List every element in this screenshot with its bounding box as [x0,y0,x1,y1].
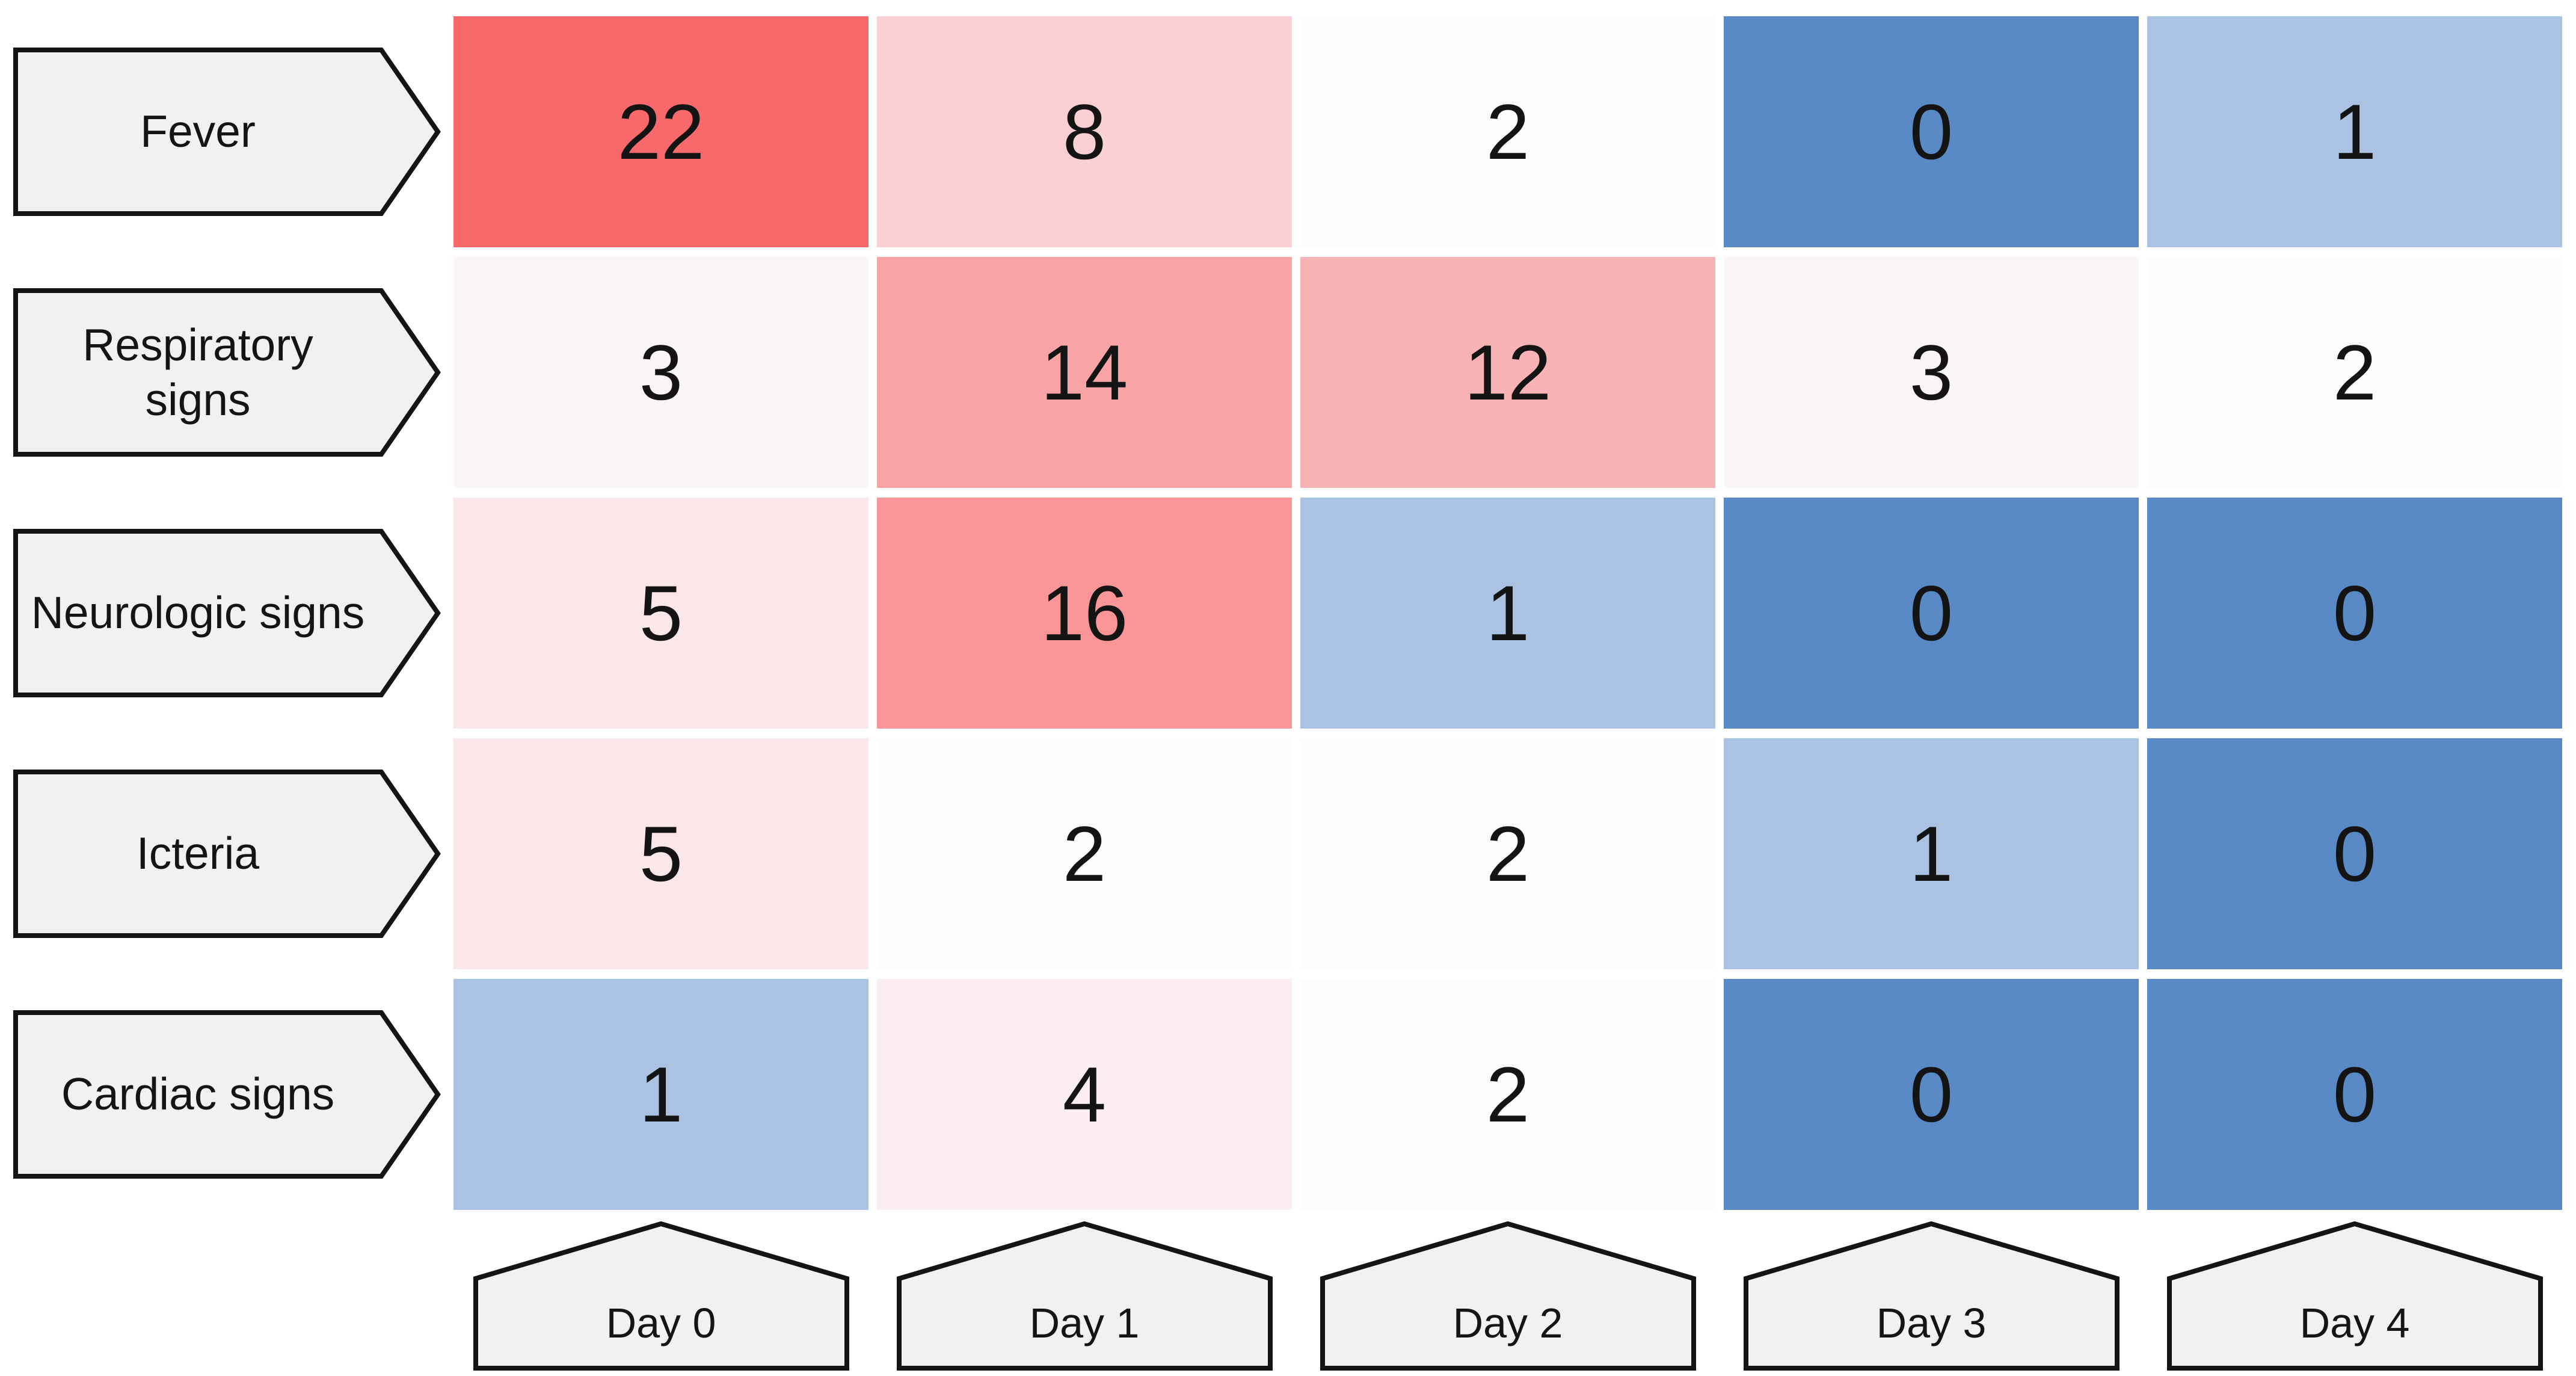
heatmap-cell-cardiac-signs-day-2: 2 [1300,979,1715,1210]
cell-value: 3 [1909,329,1954,416]
cell-value: 0 [1909,569,1954,657]
column-label-pentagon-shape [1743,1221,2120,1371]
cell-value: 3 [639,329,683,416]
column-label-text: Day 0 [606,1300,716,1347]
heatmap-cell-respiratory-signs-day-4: 2 [2147,257,2562,488]
row-label-text: Neurologic signs [31,587,365,638]
cell-value: 12 [1464,329,1552,416]
heatmap-cell-neurologic-signs-day-2: 1 [1300,498,1715,729]
column-label-shape-wrap: Day 2 [1320,1221,1696,1371]
heatmap-cell-respiratory-signs-day-1: 14 [877,257,1292,488]
cell-value: 14 [1041,329,1128,416]
row-label-text: Cardiac signs [61,1069,335,1120]
heatmap-cell-cardiac-signs-day-4: 0 [2147,979,2562,1210]
heatmap-cell-respiratory-signs-day-2: 12 [1300,257,1715,488]
row-label-fever: Fever [13,16,445,247]
heatmap-cell-icteria-day-0: 5 [453,738,868,969]
cell-value: 1 [639,1051,683,1138]
row-label-arrow-shape [13,288,441,457]
cell-value: 0 [1909,1051,1954,1138]
heatmap-cell-icteria-day-2: 2 [1300,738,1715,969]
heatmap-cell-cardiac-signs-day-0: 1 [453,979,868,1210]
column-label-pentagon-shape [896,1221,1273,1371]
row-label-shape-wrap: Fever [13,48,441,216]
heatmap-cell-neurologic-signs-day-3: 0 [1724,498,2139,729]
cell-value: 1 [2332,88,2377,176]
column-label-pentagon-shape [1320,1221,1696,1371]
heatmap-cell-cardiac-signs-day-3: 0 [1724,979,2139,1210]
row-label-arrow-shape [13,48,441,216]
cell-value: 8 [1062,88,1107,176]
cell-value: 0 [2332,810,2377,898]
heatmap-cell-fever-day-1: 8 [877,16,1292,247]
row-label-shape-wrap: Cardiac signs [13,1010,441,1179]
column-label-shape-wrap: Day 3 [1743,1221,2120,1371]
cell-value: 2 [1486,810,1530,898]
column-label-day-1: Day 1 [877,1220,1292,1373]
row-label-text: Fever [140,106,256,157]
cell-value: 0 [2332,569,2377,657]
column-label-text: Day 2 [1452,1300,1563,1347]
heatmap-cell-icteria-day-4: 0 [2147,738,2562,969]
heatmap-cell-icteria-day-3: 1 [1724,738,2139,969]
column-label-day-4: Day 4 [2147,1220,2562,1373]
column-label-day-0: Day 0 [453,1220,868,1373]
heatmap-cell-icteria-day-1: 2 [877,738,1292,969]
cell-value: 1 [1909,810,1954,898]
cell-value: 5 [639,569,683,657]
column-label-shape-wrap: Day 1 [896,1221,1273,1371]
cell-value: 2 [2332,329,2377,416]
column-label-text: Day 1 [1029,1300,1140,1347]
row-label-icteria: Icteria [13,738,445,969]
column-label-pentagon-shape [473,1221,849,1371]
heatmap-grid: Fever 22 8 2 0 1 Respiratory signs 3 14 12 3 2 Neuro… [13,16,2562,1373]
row-label-cardiac-signs: Cardiac signs [13,979,445,1210]
column-label-day-2: Day 2 [1300,1220,1715,1373]
cell-value: 2 [1486,1051,1530,1138]
column-label-day-3: Day 3 [1724,1220,2139,1373]
heatmap-cell-cardiac-signs-day-1: 4 [877,979,1292,1210]
column-label-shape-wrap: Day 4 [2166,1221,2543,1371]
heatmap-cell-fever-day-2: 2 [1300,16,1715,247]
heatmap-cell-neurologic-signs-day-1: 16 [877,498,1292,729]
row-label-arrow-shape [13,770,441,938]
cell-value: 0 [2332,1051,2377,1138]
column-label-text: Day 4 [2299,1300,2410,1347]
row-label-arrow-shape [13,1010,441,1179]
row-label-text: Respiratory signs [82,319,313,425]
bottom-left-empty-corner [13,1220,445,1373]
column-label-text: Day 3 [1876,1300,1987,1347]
heatmap-cell-fever-day-4: 1 [2147,16,2562,247]
cell-value: 1 [1486,569,1530,657]
row-label-shape-wrap: Icteria [13,770,441,938]
row-label-respiratory-signs: Respiratory signs [13,257,445,488]
cell-value: 4 [1062,1051,1107,1138]
heatmap-cell-fever-day-3: 0 [1724,16,2139,247]
cell-value: 2 [1486,88,1530,176]
row-label-neurologic-signs: Neurologic signs [13,498,445,729]
heatmap-cell-respiratory-signs-day-3: 3 [1724,257,2139,488]
cell-value: 5 [639,810,683,898]
cell-value: 2 [1062,810,1107,898]
heatmap-cell-fever-day-0: 22 [453,16,868,247]
cell-value: 22 [617,88,705,176]
heatmap-cell-neurologic-signs-day-0: 5 [453,498,868,729]
row-label-shape-wrap: Respiratory signs [13,288,441,457]
cell-value: 0 [1909,88,1954,176]
column-label-shape-wrap: Day 0 [473,1221,849,1371]
row-label-text: Icteria [136,828,260,879]
cell-value: 16 [1041,569,1128,657]
row-label-shape-wrap: Neurologic signs [13,529,441,697]
row-label-arrow-shape [13,529,441,697]
heatmap-cell-respiratory-signs-day-0: 3 [453,257,868,488]
heatmap-cell-neurologic-signs-day-4: 0 [2147,498,2562,729]
column-label-pentagon-shape [2166,1221,2543,1371]
